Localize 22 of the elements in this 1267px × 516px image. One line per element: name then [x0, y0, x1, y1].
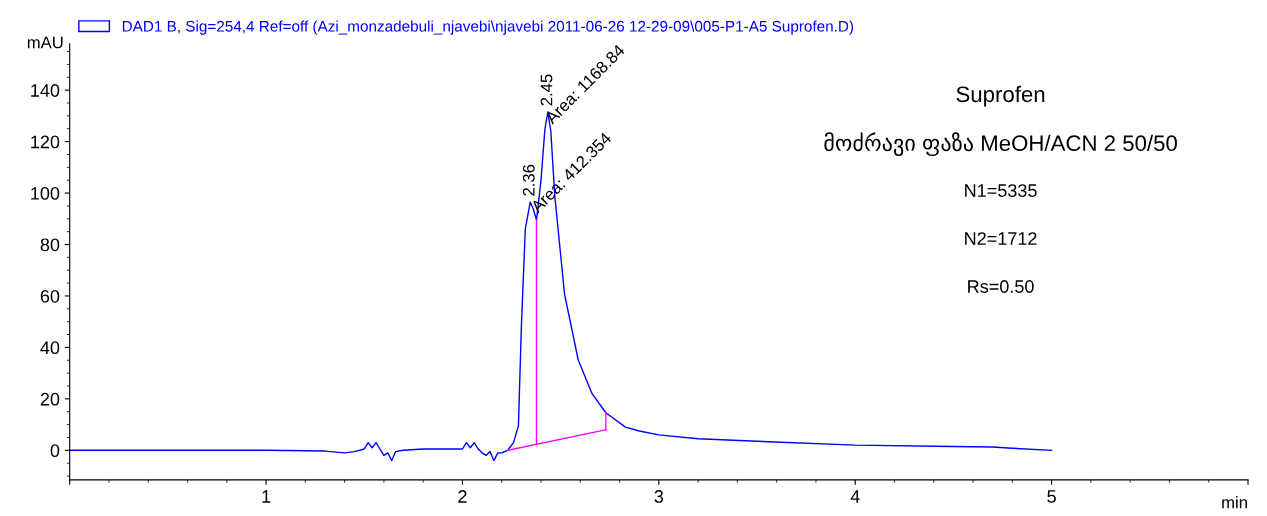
y-tick-label: 20 [40, 392, 60, 406]
y-tick-label: 100 [31, 186, 60, 200]
annotation: N1=5335 [965, 184, 1037, 197]
y-axis-title: mAU [27, 36, 63, 49]
y-tick-label: 0 [50, 444, 60, 458]
annotation: N2=1712 [965, 232, 1037, 245]
x-tick-label: 2 [458, 490, 467, 503]
y-tick-label: 80 [40, 238, 60, 252]
x-tick-label: 4 [850, 490, 860, 503]
annotation: Suprofen [956, 85, 1045, 107]
legend-label: DAD1 B, Sig=254,4 Ref=off (Azi_monzadebuli_njavebi\njavebi 2011-06-26 12-29-09\005-P1-A5 Suprofen.D) [122, 20, 854, 35]
x-axis-title: min [1222, 496, 1247, 509]
annotation: 2.36 [522, 164, 535, 196]
y-tick-label: 60 [40, 289, 60, 303]
annotation: Rs=0.50 [968, 280, 1034, 293]
x-tick-label: 5 [1047, 490, 1056, 503]
x-tick-label: 3 [654, 490, 664, 503]
y-tick-label: 140 [31, 84, 60, 97]
annotation: მოძრავი ფაზა MeOH/ACN 2 50/50 [824, 132, 1177, 157]
y-tick-label: 40 [40, 341, 60, 355]
y-tick-label: 120 [31, 135, 60, 149]
x-tick-label: 1 [262, 490, 271, 503]
